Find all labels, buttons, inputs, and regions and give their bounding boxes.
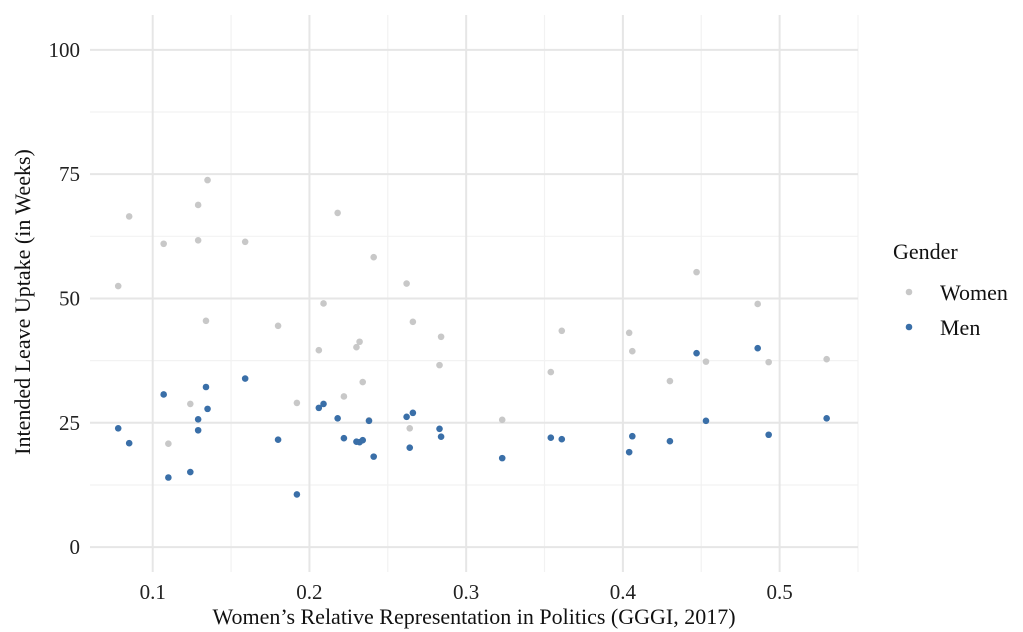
point-men	[340, 434, 348, 442]
point-men	[625, 448, 633, 456]
point-men	[558, 435, 566, 443]
point-women	[334, 209, 341, 217]
point-women	[409, 318, 417, 326]
point-men	[194, 416, 202, 423]
point-men	[187, 468, 194, 476]
legend: Gender Women Men	[893, 239, 1008, 340]
point-women	[356, 338, 363, 346]
legend-items: Women Men	[905, 280, 1008, 340]
point-men	[436, 425, 443, 433]
point-men	[765, 431, 772, 439]
x-tick-label: 0.5	[767, 580, 793, 604]
point-men	[315, 404, 323, 412]
point-women	[194, 201, 202, 209]
point-men	[125, 439, 133, 447]
x-tick-label: 0.1	[140, 580, 166, 604]
point-women	[823, 355, 830, 363]
point-women	[293, 399, 301, 407]
point-women	[202, 317, 210, 325]
point-women	[125, 213, 133, 220]
point-women	[547, 368, 555, 376]
points	[114, 176, 830, 498]
legend-key-women	[905, 288, 913, 296]
point-women	[194, 236, 202, 244]
point-women	[320, 300, 327, 307]
point-men	[498, 454, 506, 462]
point-men	[202, 383, 210, 391]
point-men	[437, 433, 445, 441]
point-men	[114, 424, 122, 432]
legend-title: Gender	[893, 239, 958, 264]
point-men	[702, 417, 710, 425]
point-men	[370, 453, 377, 460]
point-women	[353, 343, 360, 351]
point-men	[629, 432, 636, 440]
point-men	[823, 415, 830, 422]
point-men	[241, 375, 249, 382]
point-men	[293, 491, 301, 498]
point-women	[359, 378, 367, 386]
y-tick-label: 0	[70, 535, 81, 559]
point-men	[165, 474, 172, 481]
point-women	[274, 322, 282, 330]
point-men	[403, 413, 410, 421]
point-men	[666, 437, 674, 445]
point-women	[165, 440, 172, 447]
point-women	[702, 358, 710, 365]
x-axis-title: Women’s Relative Representation in Polit…	[212, 604, 735, 629]
point-women	[315, 346, 323, 354]
point-men	[409, 409, 417, 417]
point-men	[547, 434, 555, 442]
point-women	[693, 268, 700, 276]
point-men	[365, 417, 373, 425]
point-women	[666, 377, 674, 385]
y-tick-label: 50	[59, 286, 80, 310]
point-men	[320, 400, 327, 408]
point-women	[187, 400, 194, 408]
point-men	[693, 349, 700, 357]
legend-label-women: Women	[940, 280, 1008, 305]
point-women	[754, 300, 761, 308]
point-men	[274, 436, 282, 444]
x-tick-label: 0.3	[453, 580, 479, 604]
point-women	[558, 327, 566, 335]
grid	[90, 15, 859, 572]
point-men	[334, 415, 341, 422]
point-men	[160, 391, 167, 398]
point-women	[765, 358, 772, 366]
point-women	[436, 361, 443, 369]
point-men	[204, 405, 211, 413]
x-tick-label: 0.2	[296, 580, 322, 604]
legend-label-men: Men	[940, 315, 980, 340]
point-women	[370, 253, 377, 261]
point-women	[406, 424, 414, 432]
y-tick-label: 25	[59, 411, 80, 435]
point-men	[406, 444, 414, 451]
point-women	[114, 282, 122, 290]
point-women	[204, 176, 211, 184]
y-tick-label: 100	[49, 38, 81, 62]
point-men	[754, 344, 761, 352]
point-women	[403, 280, 410, 287]
point-women	[498, 416, 506, 424]
y-axis-title: Intended Leave Uptake (in Weeks)	[10, 149, 35, 455]
legend-key-men	[905, 323, 913, 331]
point-women	[241, 238, 249, 246]
point-women	[160, 240, 167, 248]
point-men	[194, 426, 202, 434]
point-women	[629, 347, 636, 355]
y-tick-label: 75	[59, 162, 80, 186]
tick-labels: 0.1 0.2 0.3 0.4 0.5 0 25 50 75 100	[49, 38, 793, 604]
point-women	[625, 329, 633, 337]
point-men	[359, 436, 367, 444]
point-women	[437, 333, 445, 341]
x-tick-label: 0.4	[610, 580, 637, 604]
point-women	[340, 393, 348, 400]
